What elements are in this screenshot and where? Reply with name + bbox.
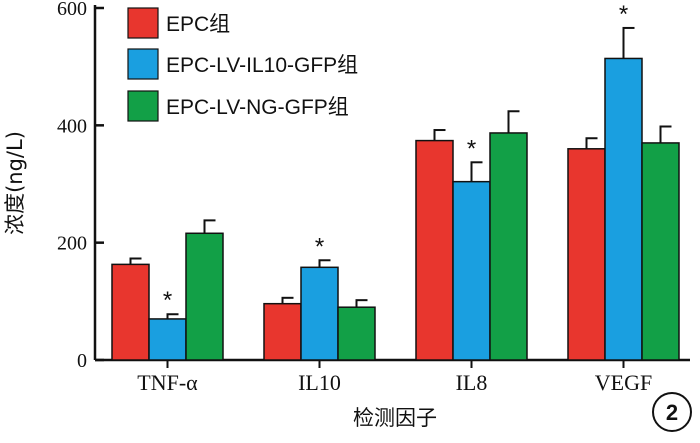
legend-label: EPC-LV-IL10-GFP组 bbox=[166, 54, 358, 77]
bar bbox=[641, 142, 680, 361]
legend-label: EPC-LV-NG-GFP组 bbox=[166, 96, 349, 119]
significance-mark: * bbox=[163, 287, 172, 314]
y-axis-title: 浓度(ng/L) bbox=[3, 131, 27, 235]
bar bbox=[604, 57, 643, 361]
legend-label: EPC组 bbox=[166, 13, 230, 36]
bar bbox=[148, 318, 187, 361]
y-tick-label: 600 bbox=[57, 0, 87, 20]
x-tick-label: IL10 bbox=[298, 370, 341, 395]
bar bbox=[263, 302, 302, 361]
significance-mark: * bbox=[315, 233, 324, 260]
significance-mark: * bbox=[467, 135, 476, 162]
bar bbox=[415, 139, 454, 361]
x-tick-label: IL8 bbox=[456, 370, 488, 395]
x-axis-title: 检测因子 bbox=[353, 406, 437, 430]
bar bbox=[567, 148, 606, 361]
bar bbox=[489, 132, 528, 361]
bar bbox=[337, 306, 376, 361]
panel-badge-label: 2 bbox=[666, 400, 678, 425]
y-tick-label: 200 bbox=[57, 233, 87, 255]
panel-badge-circle bbox=[652, 392, 692, 432]
y-tick-label: 0 bbox=[77, 350, 87, 372]
y-tick-label: 400 bbox=[57, 115, 87, 137]
significance-mark: * bbox=[619, 1, 628, 28]
legend-swatch bbox=[127, 90, 159, 122]
x-tick-label: TNF-α bbox=[137, 370, 198, 395]
bar bbox=[185, 232, 224, 361]
bar bbox=[452, 180, 491, 361]
panel-badge: 2 bbox=[652, 392, 692, 432]
bar bbox=[111, 263, 150, 361]
x-tick-label: VEGF bbox=[595, 370, 652, 395]
legend-swatch bbox=[127, 7, 159, 39]
legend-swatch bbox=[127, 48, 159, 80]
bar bbox=[300, 266, 339, 361]
